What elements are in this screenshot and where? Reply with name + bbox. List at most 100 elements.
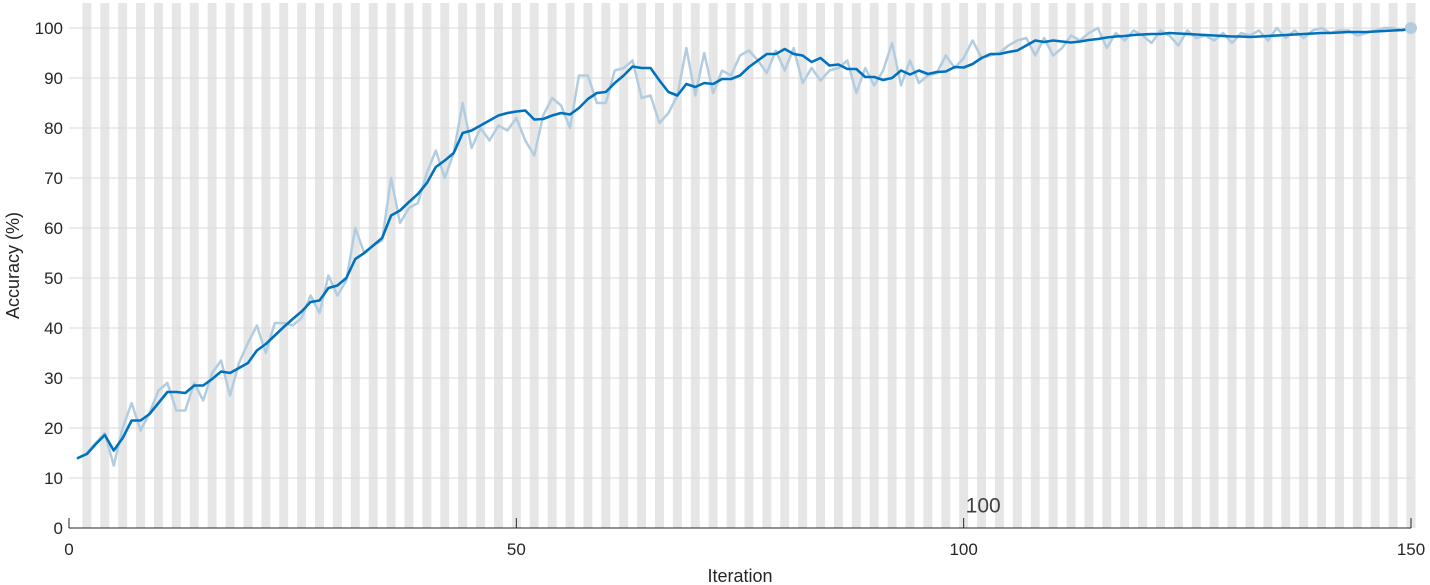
iteration-band — [977, 3, 987, 528]
iteration-band — [493, 3, 503, 528]
iteration-band — [1334, 3, 1344, 528]
iteration-band — [207, 3, 217, 528]
iteration-band — [1370, 3, 1380, 528]
iteration-annotation: 100 — [966, 495, 1001, 518]
smoothed-accuracy-line — [76, 27, 1413, 460]
iteration-band — [279, 3, 289, 528]
iteration-band — [511, 3, 521, 528]
y-tick-label: 90 — [44, 69, 63, 88]
iteration-band — [690, 3, 700, 528]
iteration-band — [422, 3, 432, 528]
y-tick-label: 0 — [54, 519, 63, 538]
iteration-band — [315, 3, 324, 528]
iteration-band — [619, 3, 629, 528]
iteration-band — [583, 3, 593, 528]
iteration-band — [1227, 3, 1237, 528]
iteration-band — [833, 3, 843, 528]
iteration-band — [261, 3, 271, 528]
iteration-band — [923, 3, 933, 528]
iteration-band — [851, 3, 861, 528]
iteration-band — [476, 3, 486, 528]
iteration-band — [1048, 3, 1058, 528]
iteration-band — [1263, 3, 1273, 528]
iteration-band — [1388, 3, 1398, 528]
y-tick-label: 60 — [44, 219, 63, 238]
final-point-marker — [1405, 22, 1417, 34]
iteration-band — [136, 3, 146, 528]
iteration-band — [905, 3, 915, 528]
y-tick-label: 30 — [44, 369, 63, 388]
x-axis-label: Iteration — [707, 566, 772, 585]
x-tick-label: 0 — [64, 540, 73, 559]
iteration-band — [869, 3, 879, 528]
iteration-band — [386, 3, 396, 528]
iteration-band — [1012, 3, 1022, 528]
y-tick-label: 10 — [44, 469, 63, 488]
iteration-band — [941, 3, 951, 528]
iteration-band — [458, 3, 468, 528]
iteration-band — [1066, 3, 1076, 528]
iteration-band — [762, 3, 772, 528]
y-tick-label: 50 — [44, 269, 63, 288]
iteration-band — [1102, 3, 1112, 528]
iteration-band — [350, 3, 360, 528]
iteration-band — [368, 3, 378, 528]
iteration-band — [959, 3, 969, 528]
iteration-band — [744, 3, 754, 528]
iteration-band — [994, 3, 1004, 528]
iteration-band — [780, 3, 790, 528]
iteration-band — [332, 3, 342, 528]
iteration-band — [1138, 3, 1148, 528]
iteration-band — [404, 3, 414, 528]
iteration-band — [637, 3, 647, 528]
x-tick-label: 50 — [507, 540, 526, 559]
axes — [68, 518, 1412, 529]
iteration-band — [225, 3, 235, 528]
iteration-bands — [82, 3, 1416, 528]
y-tick-label: 70 — [44, 169, 63, 188]
x-tick-label: 150 — [1397, 540, 1425, 559]
iteration-band — [529, 3, 539, 528]
iteration-band — [708, 3, 718, 528]
iteration-band — [798, 3, 808, 528]
iteration-band — [243, 3, 253, 528]
iteration-band — [189, 3, 199, 528]
iteration-band — [1084, 3, 1094, 528]
iteration-band — [171, 3, 181, 528]
iteration-band — [1352, 3, 1362, 528]
iteration-band — [297, 3, 307, 528]
x-tick-label: 100 — [949, 540, 977, 559]
y-tick-label: 40 — [44, 319, 63, 338]
iteration-band — [82, 3, 92, 528]
iteration-band — [440, 3, 450, 528]
iteration-band — [672, 3, 682, 528]
iteration-band — [1299, 3, 1309, 528]
iteration-band — [565, 3, 575, 528]
iteration-band — [887, 3, 897, 528]
iteration-band — [547, 3, 557, 528]
tick-labels: 0 10 20 30 40 50 60 70 80 90 100 0 50 100 150 — [35, 19, 1426, 559]
iteration-band — [601, 3, 611, 528]
y-tick-label: 20 — [44, 419, 63, 438]
raw-accuracy-line — [76, 26, 1413, 467]
y-tick-label: 80 — [44, 119, 63, 138]
iteration-band — [726, 3, 736, 528]
iteration-band — [1245, 3, 1255, 528]
iteration-band — [1406, 3, 1416, 528]
iteration-band — [1191, 3, 1201, 528]
iteration-band — [1281, 3, 1291, 528]
iteration-band — [816, 3, 825, 528]
y-axis-label: Accuracy (%) — [3, 212, 23, 319]
iteration-band — [100, 3, 110, 528]
iteration-band — [1317, 3, 1327, 528]
grid-lines — [69, 27, 1411, 479]
iteration-band — [1156, 3, 1165, 528]
iteration-band — [655, 3, 664, 528]
iteration-band — [118, 3, 128, 528]
series-lines — [76, 22, 1417, 467]
y-tick-label: 100 — [35, 19, 63, 38]
iteration-band — [153, 3, 163, 528]
iteration-band — [1030, 3, 1040, 528]
iteration-band — [1120, 3, 1130, 528]
